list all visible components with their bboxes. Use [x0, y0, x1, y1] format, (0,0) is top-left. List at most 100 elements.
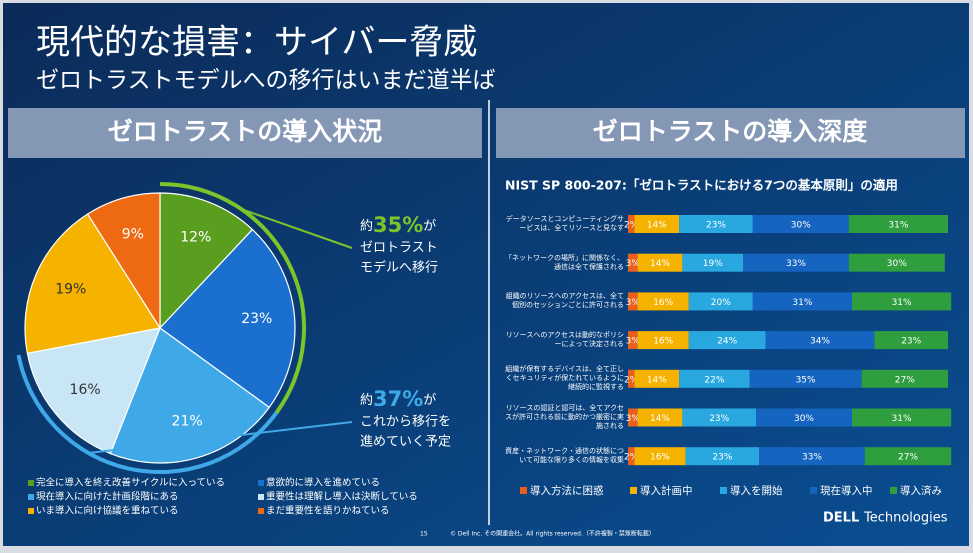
legend-swatch	[28, 494, 34, 500]
section-header	[496, 108, 965, 158]
category-text: 組織が保有するデバイスは、全て正しくセキュリティが保たれているように継続的に監視…	[505, 365, 624, 392]
bar-label: 14%	[647, 375, 667, 385]
category-text: 「ネットワークの場所」に関係なく、通信は全て保護される	[505, 253, 624, 271]
legend-swatch	[720, 487, 727, 494]
category-text: リソースへのアクセスは動的なポリシーによって決定される	[505, 331, 624, 349]
legend-label: まだ重要性を語りかねている	[266, 505, 390, 517]
category-text: 組織のリソースへのアクセスは、全て個別のセッションごとに許可される	[505, 292, 624, 310]
bar-label: 3%	[626, 259, 641, 269]
slice-label: 23%	[241, 311, 272, 327]
category-label: リソースの認証と認可は、全てアクセスが許可される前に動的かつ厳密に実施される	[505, 404, 624, 430]
bar-label: 31%	[892, 414, 912, 424]
bar-label: 3%	[626, 414, 641, 424]
bar-label: 16%	[653, 298, 673, 308]
pie-slice	[26, 327, 161, 455]
bar-label: 2%	[624, 453, 639, 463]
bar-segment	[852, 408, 952, 427]
pie-slice	[159, 192, 254, 330]
category-text: 資産・ネットワーク・通信の状態について可能な限り多くの情報を収集	[505, 447, 624, 465]
bar-label: 14%	[650, 414, 670, 424]
bar-label: 35%	[796, 375, 816, 385]
legend-label: 導入済み	[900, 484, 942, 497]
bar-label: 2%	[624, 375, 639, 385]
pie-slice	[86, 192, 161, 331]
logo: Technologies	[863, 511, 948, 526]
legend-label: 導入方法に困惑	[530, 484, 604, 497]
bar-label: 33%	[802, 453, 822, 463]
legend-label: 導入計画中	[640, 484, 693, 497]
bar-segment	[634, 369, 680, 388]
bar-segment	[628, 369, 635, 388]
annotation-leader	[88, 421, 353, 454]
bar-label: 22%	[704, 375, 724, 385]
annotation-line: これから移行を	[360, 415, 451, 430]
legend-label: 重要性は理解し導入は決断している	[266, 491, 418, 503]
legend-label: 現在導入中	[820, 484, 873, 497]
annotation-emphasis: 35%	[373, 213, 423, 237]
bar-label: 30%	[791, 221, 811, 231]
bar-label: 27%	[898, 453, 918, 463]
bar-segment	[765, 331, 875, 350]
legend-swatch	[258, 508, 264, 514]
annotation-suffix: が	[423, 393, 436, 408]
annotation-prefix: 約	[360, 219, 373, 234]
pie-slice	[24, 213, 161, 354]
bar-label: 23%	[709, 414, 729, 424]
legend-swatch	[258, 480, 264, 486]
legend-swatch	[28, 508, 34, 514]
bar-label: 31%	[888, 221, 908, 231]
copyright: © Dell Inc. その関連会社。All rights reserved.（…	[450, 530, 655, 538]
bar-segment	[634, 447, 686, 466]
annotation-suffix: が	[423, 219, 436, 234]
bar-label: 31%	[792, 298, 812, 308]
annotation-prefix: 約	[360, 393, 373, 408]
bar-label: 33%	[786, 259, 806, 269]
slice-label: 9%	[122, 227, 144, 243]
bar-segment	[874, 331, 948, 350]
category-label: 資産・ネットワーク・通信の状態について可能な限り多くの情報を収集	[505, 447, 624, 465]
bar-segment	[852, 292, 952, 311]
bar-label: 14%	[650, 259, 670, 269]
bar-segment	[679, 215, 753, 233]
bar-label: 30%	[794, 414, 814, 424]
bar-segment	[628, 331, 638, 350]
bar-segment	[752, 215, 849, 233]
bar-segment	[682, 253, 744, 272]
chart-subtitle: NIST SP 800-207:「ゼロトラストにおける7つの基本原則」の適用	[505, 178, 898, 193]
legend-label: いま導入に向け協議を重ねている	[36, 505, 179, 517]
annotation-line: 進めていく予定	[360, 435, 451, 450]
slice-label: 19%	[55, 281, 86, 297]
annotation-leader	[240, 208, 353, 249]
page-number: 15	[420, 531, 428, 538]
bar-segment	[628, 215, 635, 233]
bar-segment	[637, 253, 683, 272]
bar-segment	[848, 253, 945, 272]
slice-label: 12%	[180, 230, 211, 246]
legend-swatch	[520, 487, 527, 494]
bar-label: 3%	[626, 298, 641, 308]
bar-segment	[743, 253, 849, 272]
slice-label: 21%	[172, 413, 203, 429]
pie-slice	[109, 327, 271, 464]
category-label: リソースへのアクセスは動的なポリシーによって決定される	[505, 331, 624, 349]
bar-segment	[682, 408, 756, 427]
bar-label: 16%	[653, 337, 673, 347]
slide-title: 現代的な損害：サイバー脅威	[36, 23, 477, 63]
annotation-arc	[16, 354, 279, 474]
legend-swatch	[258, 494, 264, 500]
annotation-arc	[159, 182, 306, 414]
annotation-line: モデルへ移行	[360, 260, 438, 276]
bar-segment	[848, 215, 948, 233]
bar-label: 31%	[892, 298, 912, 308]
bar-segment	[634, 215, 680, 233]
annotation-line: ゼロトラスト	[360, 241, 438, 256]
bar-segment	[685, 447, 760, 466]
bar-segment	[628, 408, 638, 427]
bar-segment	[637, 331, 689, 350]
bar-segment	[637, 408, 683, 427]
annotation-emphasis: 37%	[373, 387, 423, 411]
legend-label: 完全に導入を終え改善サイクルに入っている	[36, 477, 225, 489]
legend-label: 導入を開始	[730, 484, 783, 497]
bar-label: 2%	[624, 221, 639, 231]
